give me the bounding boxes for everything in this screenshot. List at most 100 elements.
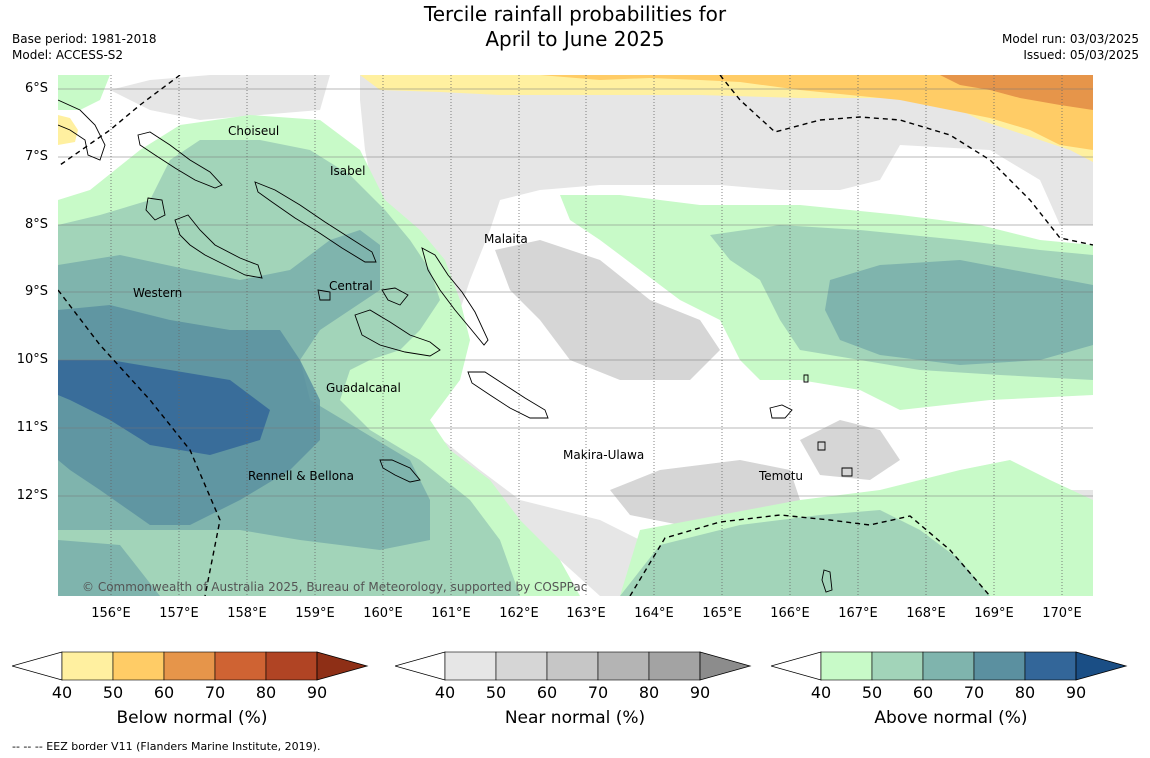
copyright-text: © Commonwealth of Australia 2025, Bureau… [82, 580, 588, 594]
colorbar-near-bin [648, 651, 701, 681]
above-normal-40-nw [58, 75, 110, 110]
island-florida [381, 287, 409, 306]
lon-label-166e: 166°E [770, 606, 810, 621]
place-malaita: Malaita [484, 232, 528, 246]
lon-label-170e: 170°E [1042, 606, 1082, 621]
island-santa-cruz [769, 404, 793, 419]
near-normal-60 [495, 240, 720, 380]
place-western: Western [133, 286, 183, 300]
colorbar-below-bin [112, 651, 165, 681]
above-normal-80 [58, 360, 270, 455]
island-choiseul [137, 131, 223, 189]
island-isabel [254, 181, 377, 263]
island-reef [803, 374, 809, 383]
eez-border-ne [719, 75, 1093, 246]
colorbar-near [393, 651, 752, 681]
below-tick-70: 70 [204, 683, 226, 702]
colorbar-above [769, 651, 1128, 681]
above-tick-90: 90 [1065, 683, 1087, 702]
below-tick-60: 60 [153, 683, 175, 702]
eez-border-west [58, 289, 221, 596]
colorbar-below-bin [214, 651, 267, 681]
colorbar-near-low-arrow [393, 651, 446, 681]
island-rennell [379, 459, 421, 483]
colorbar-near-bin [546, 651, 599, 681]
below-tick-40: 40 [51, 683, 73, 702]
colorbar-near-bin [444, 651, 497, 681]
lon-label-160e: 160°E [363, 606, 403, 621]
lon-label-161e: 161°E [431, 606, 471, 621]
above-normal-title: Above normal (%) [874, 708, 1028, 728]
colorbar-near-bin [495, 651, 548, 681]
above-tick-70: 70 [963, 683, 985, 702]
map-title: Tercile rainfall probabilities for April… [0, 2, 1150, 52]
island-malaita [421, 247, 489, 346]
below-tick-80: 80 [255, 683, 277, 702]
colorbar-above-bin [1024, 651, 1077, 681]
above-tick-80: 80 [1014, 683, 1036, 702]
issued-date: Issued: 05/03/2025 [1023, 48, 1139, 62]
eez-border-png-north [59, 75, 181, 166]
colorbar-near-high-arrow [699, 651, 752, 681]
island-small-south [821, 569, 833, 593]
island-vella [145, 197, 166, 221]
place-guadalcanal: Guadalcanal [326, 381, 401, 395]
colorbar-near-bin [597, 651, 650, 681]
model-name: Model: ACCESS-S2 [12, 48, 124, 62]
model-run: Model run: 03/03/2025 [1001, 32, 1139, 46]
colorbar-above-bin [820, 651, 873, 681]
island-vanikoro [817, 441, 826, 451]
below-normal-40-west [58, 115, 78, 145]
colorbar-below-low-arrow [10, 651, 63, 681]
near-normal-title: Near normal (%) [504, 708, 646, 728]
near-normal-60-east [800, 420, 900, 480]
colorbar-above-bin [973, 651, 1026, 681]
place-temotu: Temotu [759, 469, 804, 483]
colorbar-below-bin [265, 651, 318, 681]
colorbar-below-high-arrow [316, 651, 369, 681]
lon-label-159e: 159°E [295, 606, 335, 621]
lon-label-165e: 165°E [702, 606, 742, 621]
lon-label-157e: 157°E [159, 606, 199, 621]
place-central: Central [329, 279, 373, 293]
above-tick-60: 60 [912, 683, 934, 702]
above-normal-50-south [620, 510, 990, 596]
lon-label-158e: 158°E [227, 606, 267, 621]
above-normal-60-west-b [58, 540, 160, 596]
island-makira [467, 371, 549, 419]
colorbar-below-bin [61, 651, 114, 681]
place-rennell-bellona: Rennell & Bellona [248, 469, 355, 483]
below-normal-60-north [940, 75, 1093, 110]
lon-label-156e: 156°E [91, 606, 131, 621]
lat-label-9s: 9°S [24, 284, 48, 299]
map-svg [58, 75, 1093, 596]
near-tick-60: 60 [536, 683, 558, 702]
colorbar-below [10, 651, 369, 681]
eez-border-south [629, 514, 991, 596]
legend-near-normal: 40 50 60 70 80 90 Near normal (%) [393, 650, 755, 740]
colorbar-above-bin [922, 651, 975, 681]
above-normal-60-east [825, 260, 1093, 365]
lon-label-164e: 164°E [634, 606, 674, 621]
below-tick-90: 90 [306, 683, 328, 702]
lat-label-10s: 10°S [16, 352, 48, 367]
lat-label-11s: 11°S [16, 420, 48, 435]
lon-label-163e: 163°E [566, 606, 606, 621]
islands [58, 99, 853, 593]
grid-lat [58, 88, 1093, 497]
colorbar-below-bin [163, 651, 216, 681]
lon-label-162e: 162°E [499, 606, 539, 621]
island-russell [317, 289, 331, 301]
place-isabel: Isabel [330, 164, 366, 178]
near-tick-50: 50 [485, 683, 507, 702]
above-tick-50: 50 [861, 683, 883, 702]
lon-label-169e: 169°E [974, 606, 1014, 621]
lat-label-8s: 8°S [24, 217, 48, 232]
below-normal-50-north [540, 75, 1093, 150]
eez-footnote: -- -- -- EEZ border V11 (Flanders Marine… [12, 740, 321, 753]
island-bougainville [58, 99, 106, 161]
near-tick-90: 90 [689, 683, 711, 702]
title-line-1: Tercile rainfall probabilities for [423, 2, 727, 26]
eez-borders [58, 75, 1093, 596]
meta-right: Model run: 03/03/2025 Issued: 05/03/2025 [1002, 31, 1139, 63]
